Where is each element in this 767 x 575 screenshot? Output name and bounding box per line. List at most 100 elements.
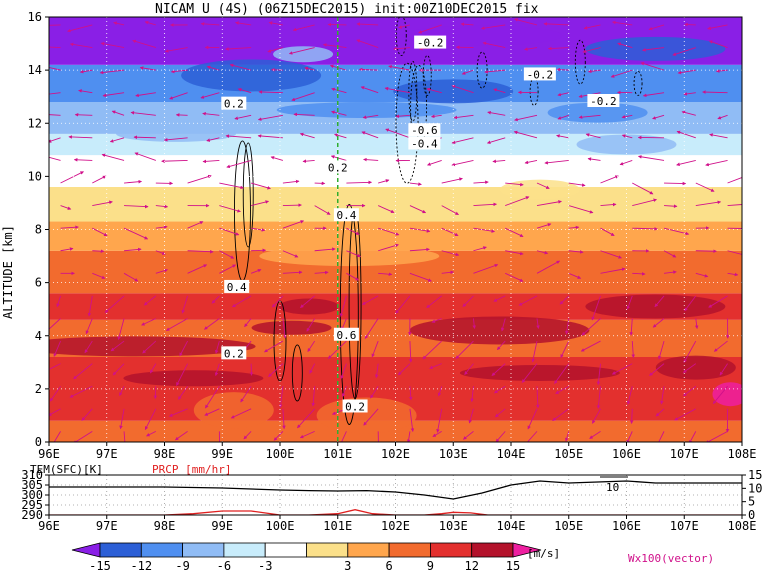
wind-vector (123, 272, 139, 282)
surface-x-tick-label: 97E (96, 519, 118, 533)
surface-right-tick-label: 5 (748, 495, 755, 509)
wind-vector (282, 318, 287, 339)
wind-vector (683, 385, 697, 397)
wind-vector (664, 204, 678, 208)
wind-vector (719, 363, 728, 376)
contour-line (242, 142, 254, 248)
wind-vector (393, 46, 410, 51)
wind-vector (163, 137, 188, 142)
x-tick-label: 107E (670, 447, 699, 461)
wind-vector (464, 363, 474, 375)
wind-vector (460, 22, 474, 26)
wind-vector (727, 272, 739, 277)
contour-label-bg (408, 136, 441, 150)
wind-vector (473, 246, 487, 252)
wind-vector (663, 250, 677, 258)
heatmap-feature (712, 382, 742, 407)
wind-vector (642, 92, 665, 98)
wind-vector (681, 110, 696, 116)
wind-vector (505, 182, 524, 187)
wind-vector (580, 340, 601, 352)
wind-vector (331, 87, 347, 94)
wind-vector (626, 386, 633, 405)
wind-vector (441, 270, 455, 275)
wind-vector (655, 408, 665, 417)
wind-vector (49, 137, 61, 143)
wind-vector (565, 431, 570, 442)
wind-vector (514, 18, 538, 26)
wind-vector (684, 295, 697, 312)
wind-vector (53, 340, 61, 357)
wind-vector (282, 408, 286, 430)
wind-vector (547, 46, 569, 51)
heatmap-feature (276, 101, 457, 118)
heatmap-feature (459, 364, 620, 381)
wind-vector (306, 318, 316, 332)
wind-vector (179, 340, 188, 357)
colorbar-box (223, 542, 266, 558)
wind-vector (339, 295, 347, 318)
contour-label: 0.2 (328, 161, 348, 174)
wind-vector (271, 295, 284, 308)
wind-vector (654, 295, 665, 308)
wind-vector (451, 137, 474, 145)
x-tick-label: 105E (554, 447, 583, 461)
wind-vector (568, 182, 586, 187)
wind-vector (202, 159, 220, 164)
wind-vector (230, 408, 252, 419)
wind-vector (658, 340, 665, 360)
wind-vector (293, 112, 315, 117)
wind-vector (110, 340, 125, 352)
wind-vector (676, 130, 696, 139)
wind-vector (273, 431, 284, 441)
colorbar-tick-label: -6 (217, 559, 231, 573)
wind-vector (388, 65, 411, 71)
wind-vectors (49, 18, 742, 442)
wind-vector (282, 179, 300, 184)
wind-vector (361, 295, 379, 305)
wind-vector (206, 137, 220, 142)
wind-vector (451, 159, 474, 167)
wind-vector (587, 69, 601, 74)
wind-vector (251, 200, 270, 207)
x-tick-label: 101E (323, 447, 352, 461)
wind-vector (358, 67, 379, 72)
wind-vector (556, 134, 569, 139)
wind-vector (225, 134, 252, 139)
wind-vector (543, 22, 569, 26)
wind-vector (695, 200, 722, 207)
wind-vector (378, 179, 390, 184)
wind-vector (346, 250, 362, 258)
wind-vector (109, 137, 125, 143)
wind-vector (257, 134, 283, 139)
wind-vector (513, 130, 538, 139)
contour-line (422, 54, 432, 96)
wind-vector (244, 318, 252, 328)
wind-vector (727, 250, 742, 255)
wind-vector (637, 155, 665, 161)
wind-vector (49, 66, 61, 71)
surface-left-tick-label: 310 (21, 468, 43, 482)
wind-vector (527, 408, 538, 430)
surface-x-tick-label: 100E (266, 519, 295, 533)
wind-vector (658, 431, 665, 442)
wind-vector (385, 128, 411, 139)
wind-vector (493, 88, 506, 94)
wind-vector (581, 318, 601, 336)
wind-vector (708, 295, 728, 308)
wind-vector (49, 156, 61, 161)
contour-label: 0.2 (345, 400, 365, 413)
wind-vector (632, 198, 658, 207)
wind-vector (282, 203, 302, 207)
wind-vector (169, 92, 188, 100)
wind-vector (552, 408, 570, 421)
wind-vector (436, 408, 443, 433)
wind-vector (472, 318, 476, 330)
wind-vector (79, 69, 93, 74)
x-tick-label: 106E (612, 447, 641, 461)
wind-vector (591, 295, 601, 321)
wind-vector (610, 69, 633, 78)
wind-vector (78, 89, 93, 94)
wind-vector (124, 204, 149, 209)
surface-left-tick-label: 300 (21, 488, 43, 502)
